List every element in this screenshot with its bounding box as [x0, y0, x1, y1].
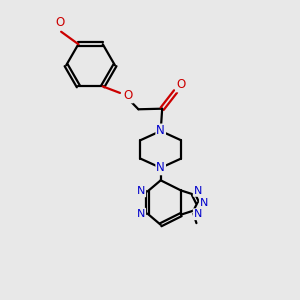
Text: N: N — [137, 209, 145, 219]
Text: O: O — [176, 78, 185, 92]
Text: O: O — [124, 89, 133, 102]
Text: N: N — [194, 209, 202, 219]
Text: N: N — [200, 198, 208, 208]
Text: N: N — [194, 186, 202, 196]
Text: N: N — [156, 161, 165, 174]
Text: N: N — [137, 186, 145, 197]
Text: O: O — [55, 16, 64, 29]
Text: N: N — [156, 124, 165, 137]
